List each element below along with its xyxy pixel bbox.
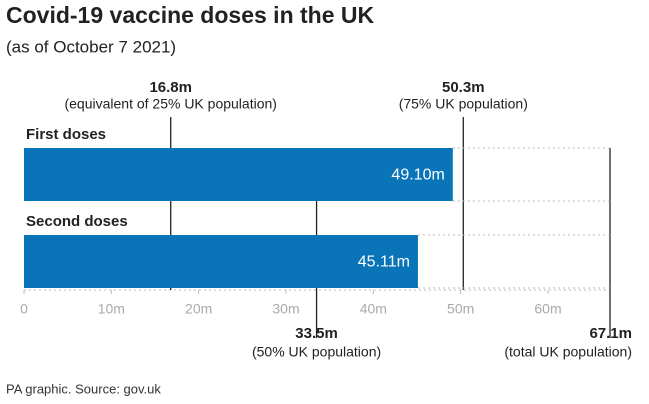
x-tick-label: 60m [534, 301, 561, 317]
source: PA graphic. Source: gov.uk [6, 381, 161, 396]
chart-subtitle: (as of October 7 2021) [6, 37, 176, 56]
reference-label: 67.1m [589, 325, 632, 342]
reference-note: (equivalent of 25% UK population) [64, 96, 276, 112]
x-tick-label: 20m [185, 301, 212, 317]
reference-note: (75% UK population) [399, 96, 528, 112]
reference-label: 50.3m [442, 79, 485, 96]
reference-note: (50% UK population) [252, 344, 381, 360]
chart-title: Covid-19 vaccine doses in the UK [6, 2, 375, 28]
value-label: 49.10m [391, 167, 444, 184]
x-tick-label: 10m [98, 301, 125, 317]
x-tick-label: 50m [447, 301, 474, 317]
reference-note: (total UK population) [504, 344, 632, 360]
x-tick-label: 0 [20, 301, 28, 317]
reference-label: 16.8m [149, 79, 192, 96]
x-tick-label: 30m [272, 301, 299, 317]
value-label: 45.11m [358, 254, 410, 271]
reference-label: 33.5m [295, 325, 338, 342]
category-label: First doses [26, 126, 106, 143]
bar [24, 148, 453, 201]
x-tick-label: 40m [360, 301, 387, 317]
bar [24, 235, 418, 288]
category-label: Second doses [26, 213, 128, 230]
